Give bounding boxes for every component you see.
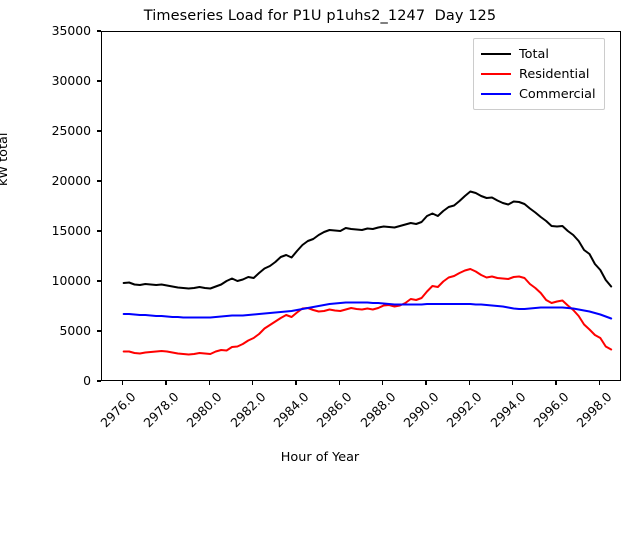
x-tick-mark [165,381,167,385]
chart-title: Timeseries Load for P1U p1uhs2_1247 Day … [143,8,497,24]
series-line-total [122,190,613,290]
series-container [122,190,613,356]
x-tick-mark [295,381,297,385]
y-tick-label: 35000 [51,23,91,38]
y-tick-mark [97,30,101,32]
x-tick-mark [208,381,210,385]
x-tick-mark [122,381,124,385]
y-tick-label: 20000 [51,173,91,188]
legend-item-total[interactable]: Total [481,44,596,64]
legend-swatch-icon [481,52,511,56]
legend-item-label: Commercial [519,86,596,102]
chart-figure: Timeseries Load for P1U p1uhs2_1247 Day … [0,8,621,465]
legend-swatch-icon [481,72,511,76]
y-tick-label: 0 [83,373,91,388]
x-tick-mark [425,381,427,385]
x-tick-mark [512,381,514,385]
x-tick-label: 2976.0 [97,389,139,431]
y-tick-mark [97,230,101,232]
chart-legend: Total Residential Commercial [473,38,605,110]
legend-item-label: Residential [519,66,590,82]
x-tick-mark [555,381,557,385]
legend-item-residential[interactable]: Residential [481,64,596,84]
x-tick-mark [382,381,384,385]
series-line-residential [122,268,613,356]
y-tick-mark [97,80,101,82]
x-tick-mark [598,381,600,385]
y-tick-mark [97,180,101,182]
x-axis-label: Hour of Year [280,450,360,465]
y-tick-label: 30000 [51,73,91,88]
series-line-commercial [122,301,613,320]
y-tick-mark [97,280,101,282]
y-tick-label: 25000 [51,123,91,138]
y-tick-label: 5000 [59,323,91,338]
x-tick-mark [338,381,340,385]
legend-item-label: Total [519,46,549,62]
x-tick-mark [468,381,470,385]
y-tick-label: 15000 [51,223,91,238]
y-tick-label: 10000 [51,273,91,288]
y-tick-mark [97,380,101,382]
legend-item-commercial[interactable]: Commercial [481,84,596,104]
legend-swatch-icon [481,92,511,96]
y-tick-mark [97,130,101,132]
x-tick-mark [252,381,254,385]
y-tick-mark [97,330,101,332]
